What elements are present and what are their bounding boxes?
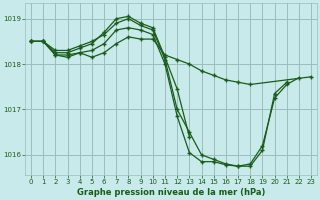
X-axis label: Graphe pression niveau de la mer (hPa): Graphe pression niveau de la mer (hPa) [77, 188, 265, 197]
